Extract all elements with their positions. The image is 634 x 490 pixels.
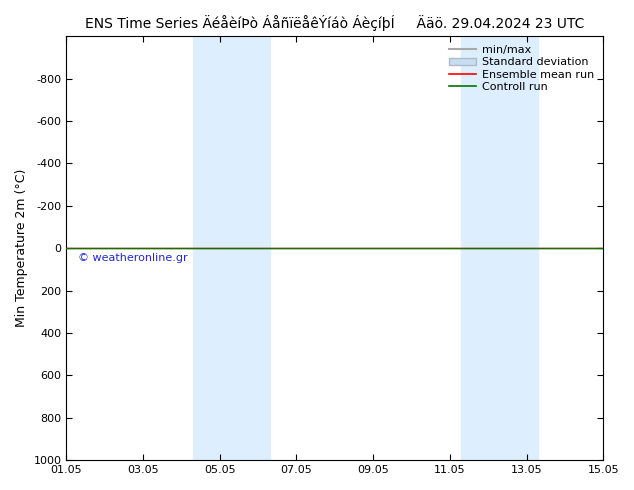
Text: © weatheronline.gr: © weatheronline.gr	[78, 253, 188, 263]
Bar	[193, 36, 269, 460]
Bar	[462, 36, 538, 460]
Legend: min/max, Standard deviation, Ensemble mean run, Controll run: min/max, Standard deviation, Ensemble me…	[445, 42, 598, 95]
Title: ENS Time Series ÄéåèíÞò ÁåñïëåêÝíáò ÁèçíþÍ     Ääö. 29.04.2024 23 UTC: ENS Time Series ÄéåèíÞò ÁåñïëåêÝíáò Áèçí…	[85, 15, 585, 31]
Y-axis label: Min Temperature 2m (°C): Min Temperature 2m (°C)	[15, 169, 28, 327]
